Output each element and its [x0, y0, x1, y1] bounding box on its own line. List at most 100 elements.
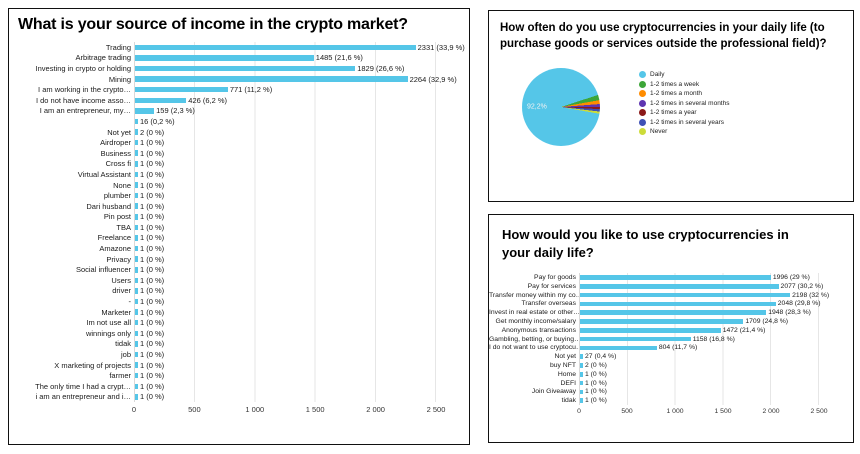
bar-category-label: Freelance — [97, 233, 131, 243]
bar — [580, 319, 744, 324]
bar-row: I am working in the crypto… 771 (11,2 %) — [9, 84, 469, 95]
bar-value-label: 1 (0 %) — [140, 339, 165, 349]
bar-row: Amazone 1 (0 %) — [9, 243, 469, 254]
bar-value-label: 1829 (26,6 %) — [357, 63, 405, 73]
bar-value-label: 2 (0 %) — [585, 361, 607, 369]
bar-row: farmer 1 (0 %) — [9, 370, 469, 381]
x-axis-tick: 500 — [621, 408, 633, 416]
bar-category-label: Not yet — [107, 127, 131, 137]
bar-row: The only time I had a crypt… 1 (0 %) — [9, 381, 469, 392]
bar-category-label: Users — [111, 275, 131, 285]
bar-value-label: 1 (0 %) — [140, 233, 165, 243]
bar — [135, 351, 138, 358]
bar — [135, 44, 416, 51]
bar-value-label: 1 (0 %) — [140, 297, 165, 307]
bar-row: Investing in crypto or holding 1829 (26,6… — [9, 63, 469, 74]
legend-item: 1-2 times a month — [639, 89, 729, 99]
x-axis-tick: 2 500 — [426, 405, 446, 415]
bar — [580, 283, 779, 289]
bar-track: 1 (0 %) — [134, 285, 436, 297]
bar — [135, 330, 138, 337]
x-axis-tick: 500 — [188, 405, 201, 415]
bar-track: 2077 (30,2 %) — [579, 281, 823, 291]
desired-use-panel: How would you like to use cryptocurrenci… — [488, 214, 854, 443]
bar-category-label: Transfer money within my co… — [489, 291, 579, 299]
bar — [580, 380, 583, 386]
legend-item: 1-2 times a week — [639, 80, 729, 90]
legend-color-dot — [639, 99, 646, 107]
bar-row: Transfer overseas 2048 (29,8 %) — [489, 299, 853, 309]
bar-category-label: driver — [112, 286, 131, 296]
bar-category-label: Get monthly income/salary — [495, 317, 576, 325]
bar — [135, 161, 138, 167]
bar-row: Join Giveaway 1 (0 %) — [489, 387, 853, 397]
bar-value-label: 1 (0 %) — [140, 381, 165, 391]
bar-row: buy NFT 2 (0 %) — [489, 361, 853, 370]
bar-category-label: Cross fi — [105, 159, 131, 169]
bar-row: Pay for services 2077 (30,2 %) — [489, 281, 853, 291]
bar-track: 1709 (24,8 %) — [579, 317, 819, 326]
bar — [135, 224, 138, 231]
bar — [580, 398, 583, 403]
bar-row: Gambling, betting, or buying… 1158 (16,8 … — [489, 334, 853, 344]
bar-track: 1 (0 %) — [134, 349, 436, 360]
legend-label: Daily — [650, 71, 665, 79]
bar — [580, 389, 583, 395]
bar-track: 1 (0 %) — [134, 200, 436, 212]
bar-category-label: X marketing of projects — [54, 360, 131, 370]
bar-value-label: 1158 (16,8 %) — [692, 335, 735, 343]
bar-category-label: Dari husband — [86, 201, 131, 211]
bar-value-label: 1709 (24,8 %) — [745, 317, 789, 325]
bar-track: 1 (0 %) — [579, 369, 819, 379]
bar-value-label: 27 (0,4 %) — [585, 353, 617, 361]
bar-track: 1158 (16,8 %) — [579, 334, 819, 344]
bar-category-label: None — [113, 180, 131, 190]
bar-row: Pin post 1 (0 %) — [9, 211, 469, 223]
bar-category-label: Anonymous transactions — [501, 326, 576, 334]
bar-track: 2264 (32,9 %) — [134, 73, 457, 85]
pie-legend: Daily 1-2 times a week 1-2 times a month 1-… — [639, 70, 729, 137]
bar-category-label: Invest in real estate or other… — [489, 309, 579, 317]
axis-ticks: 0 500 1 000 1 500 2 000 2 500 — [577, 405, 827, 418]
bar-row: TBA 1 (0 %) — [9, 222, 469, 233]
bar — [135, 55, 314, 61]
bar-value-label: 1 (0 %) — [140, 201, 165, 211]
bar-row: plumber 1 (0 %) — [9, 190, 469, 201]
bar-row: Marketer 1 (0 %) — [9, 306, 469, 318]
bar-row: Business 1 (0 %) — [9, 147, 469, 159]
bar — [135, 76, 408, 82]
bar — [580, 327, 721, 333]
bar-track: 771 (11,2 %) — [134, 84, 436, 95]
bar-category-label: winnings only — [85, 328, 131, 338]
frequency-pie-chart: 92,2% Daily 1-2 times a week 1-2 times a m… — [489, 68, 853, 147]
income-chart-title: What is your source of income in the cry… — [18, 16, 408, 33]
bar — [580, 371, 583, 377]
bar-category-label: Pay for goods — [534, 273, 576, 281]
bar-value-label: 1 (0 %) — [585, 397, 607, 405]
bar-track: 1472 (21,4 %) — [579, 325, 819, 335]
bar — [135, 86, 228, 93]
bar-value-label: 1948 (28,3 %) — [768, 309, 811, 317]
bar-value-label: 1 (0 %) — [140, 318, 165, 328]
bar-track: 1829 (26,6 %) — [134, 63, 436, 74]
bar — [135, 97, 187, 104]
bar-category-label: I am working in the crypto… — [38, 85, 131, 95]
x-axis-tick: 2 000 — [762, 408, 780, 416]
bar-track: 2198 (32 %) — [579, 290, 829, 300]
bar — [135, 203, 138, 209]
bar — [135, 192, 138, 199]
bar-row: Trading 2331 (33,9 %) — [9, 42, 469, 53]
bar — [135, 129, 138, 135]
bar-value-label: 2 (0 %) — [140, 127, 165, 137]
pie: 92,2% — [522, 68, 600, 147]
bar-row: Arbitrage trading 1485 (21,6 %) — [9, 52, 469, 64]
bar-row: Im not use all 1 (0 %) — [9, 317, 469, 329]
bar-row: Home 1 (0 %) — [489, 369, 853, 379]
bar-value-label: 1 (0 %) — [585, 370, 607, 378]
bar-value-label: 2331 (33,9 %) — [417, 42, 465, 52]
bar-track: 1 (0 %) — [134, 391, 436, 403]
bar-row: I am an entrepreneur, my… 159 (2,3 %) — [9, 105, 469, 117]
bar-category-label: Airdroper — [100, 138, 131, 148]
bar-track: 1996 (29 %) — [579, 273, 819, 282]
bar-track: 159 (2,3 %) — [134, 105, 436, 117]
